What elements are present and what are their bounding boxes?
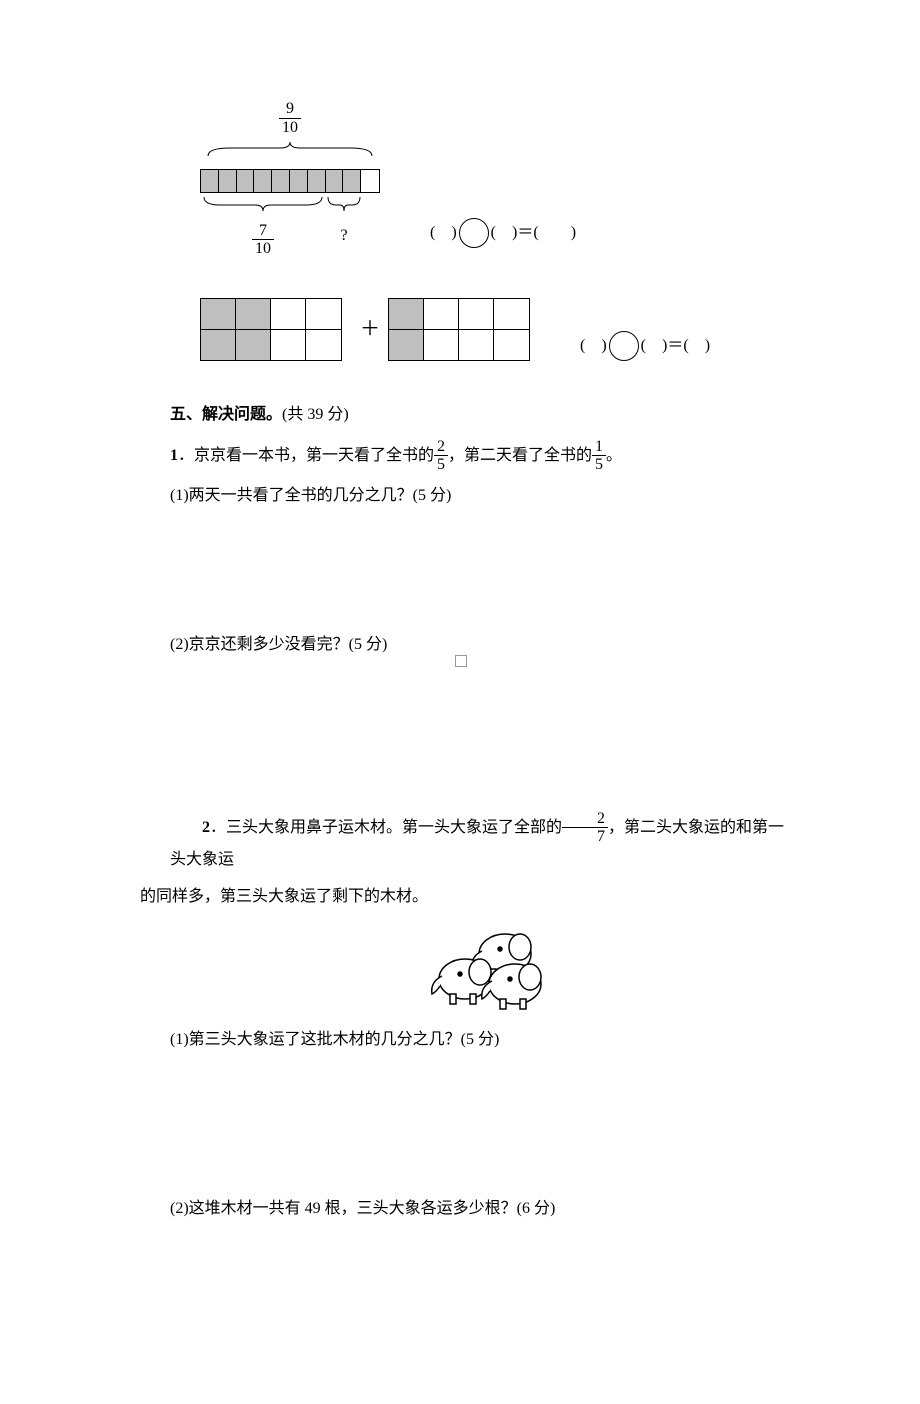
unknown-label: ? bbox=[326, 222, 362, 251]
eq-result: ( ) bbox=[533, 219, 576, 248]
fraction-2-7: 27 bbox=[562, 810, 608, 846]
brace-bottom-left bbox=[200, 195, 326, 211]
problem-1-sub1: (1)两天一共看了全书的几分之几？(5 分) bbox=[170, 482, 800, 511]
problem-2-stem-line2: 的同样多，第三头大象运了剩下的木材。 bbox=[140, 883, 800, 912]
brace-top bbox=[200, 142, 380, 158]
section-title: 五、解决问题。 bbox=[170, 406, 282, 423]
watermark-icon bbox=[455, 655, 467, 667]
stem-text: ．京京看一本书，第一天看了全书的 bbox=[178, 447, 434, 464]
eq-paren: ( ) bbox=[641, 332, 668, 361]
problem-2-sub2: (2)这堆木材一共有 49 根，三头大象各运多少根？(6 分) bbox=[170, 1195, 800, 1224]
fraction-9-10: 9 10 bbox=[279, 100, 301, 136]
grid-left bbox=[200, 298, 342, 361]
fraction-bar-diagram: 9 10 7 bbox=[200, 100, 800, 258]
brace-bottom-right bbox=[326, 195, 362, 211]
equation-2: ( ) ( ) ＝ ( ) bbox=[580, 331, 710, 361]
eq-result: ( ) bbox=[683, 332, 710, 361]
fraction-grid-diagram: ＋ ( ) ( ) ＝ ( ) bbox=[200, 298, 800, 361]
section-5-header: 五、解决问题。(共 39 分) bbox=[170, 401, 800, 430]
operator-circle bbox=[609, 331, 639, 361]
problem-number: 1 bbox=[170, 447, 178, 464]
eq-paren: ( ) bbox=[580, 332, 607, 361]
grid-right bbox=[388, 298, 530, 361]
problem-1-stem: 1．京京看一本书，第一天看了全书的25，第二天看了全书的15。 bbox=[170, 438, 800, 474]
stem-text: 。 bbox=[606, 447, 622, 464]
elephants-illustration bbox=[410, 919, 560, 1014]
plus-sign: ＋ bbox=[360, 311, 380, 347]
equation-1: ( ) ( ) ＝ ( ) bbox=[430, 218, 576, 248]
problem-number: 2 bbox=[202, 818, 210, 835]
problem-2-stem-line1: 2．三头大象用鼻子运木材。第一头大象运了全部的27，第二头大象运的和第一头大象运 bbox=[170, 810, 800, 875]
problem-2-sub1: (1)第三头大象运了这批木材的几分之几？(5 分) bbox=[170, 1026, 800, 1055]
stem-text: ，第二天看了全书的 bbox=[448, 447, 592, 464]
fraction-2-5: 25 bbox=[434, 438, 448, 474]
eq-paren: ( ) bbox=[491, 219, 518, 248]
fraction-7-10: 7 10 bbox=[252, 222, 274, 258]
operator-circle bbox=[459, 218, 489, 248]
bar-diagram-1: 9 10 7 bbox=[200, 100, 380, 258]
fraction-1-5: 15 bbox=[592, 438, 606, 474]
problem-1-sub2: (2)京京还剩多少没看完？(5 分) bbox=[170, 631, 800, 660]
eq-paren: ( ) bbox=[430, 219, 457, 248]
section-points: (共 39 分) bbox=[282, 406, 349, 423]
stem-text: ．三头大象用鼻子运木材。第一头大象运了全部的 bbox=[210, 818, 562, 835]
